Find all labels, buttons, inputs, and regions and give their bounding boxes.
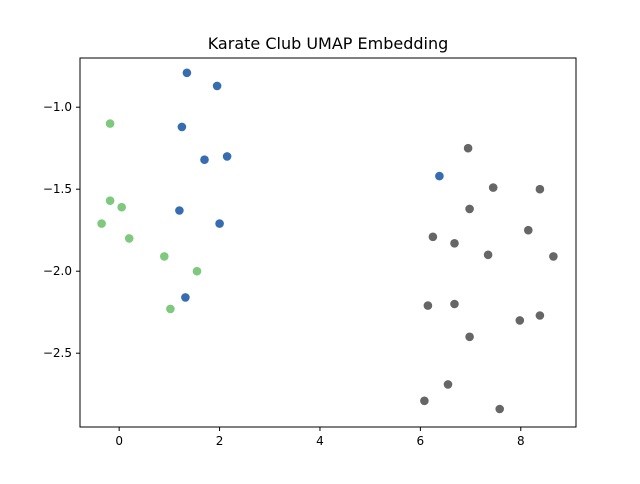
data-point-s1-6 [215, 219, 224, 228]
data-point-s0-7 [166, 304, 175, 314]
data-point-s2-14 [443, 380, 453, 389]
data-point-s1-7 [181, 293, 190, 302]
data-point-s1-1 [212, 81, 222, 91]
points-layer [97, 68, 558, 414]
data-point-s1-8 [435, 171, 444, 181]
x-tick-label: 2 [216, 434, 224, 448]
data-point-s2-4 [524, 225, 533, 235]
y-tick-label: −1.0 [43, 100, 72, 114]
data-point-s2-5 [428, 232, 438, 242]
data-point-s1-4 [200, 155, 209, 164]
data-point-s0-2 [117, 202, 126, 212]
x-tick-label: 4 [316, 434, 324, 448]
chart-title: Karate Club UMAP Embedding [208, 34, 449, 53]
x-tick-label: 8 [517, 434, 525, 448]
data-point-s2-10 [450, 299, 459, 309]
data-point-s1-3 [222, 152, 232, 161]
data-point-s0-5 [160, 252, 169, 261]
data-point-s2-11 [535, 311, 545, 320]
y-tick-label: −2.5 [43, 346, 72, 360]
x-tick-label: 0 [115, 434, 123, 448]
x-tick-label: 6 [417, 434, 425, 448]
data-point-s2-6 [450, 239, 459, 248]
data-point-s2-3 [465, 204, 474, 214]
data-point-s2-13 [465, 332, 474, 342]
data-point-s1-0 [182, 68, 192, 78]
data-point-s2-8 [549, 252, 558, 261]
data-point-s0-6 [192, 266, 202, 276]
data-point-s2-2 [535, 184, 545, 194]
data-point-s0-0 [105, 119, 115, 128]
data-point-s0-3 [97, 219, 106, 228]
data-point-s2-7 [483, 250, 493, 260]
data-point-s1-5 [175, 206, 184, 215]
y-axis: −1.0 −1.5 −2.0 −2.5 [43, 100, 80, 360]
y-tick-label: −2.0 [43, 264, 72, 278]
x-axis: 0 2 4 6 8 [115, 427, 525, 448]
data-point-s2-15 [420, 396, 429, 406]
data-point-s0-4 [124, 234, 134, 243]
data-point-s2-12 [515, 316, 525, 325]
data-point-s2-16 [495, 404, 505, 414]
plot-frame [79, 57, 577, 428]
data-point-s2-9 [423, 301, 433, 310]
y-tick-label: −1.5 [43, 182, 72, 196]
data-point-s1-2 [177, 122, 187, 132]
data-point-s2-1 [488, 183, 498, 192]
data-point-s0-1 [105, 196, 115, 205]
data-point-s2-0 [463, 143, 473, 153]
